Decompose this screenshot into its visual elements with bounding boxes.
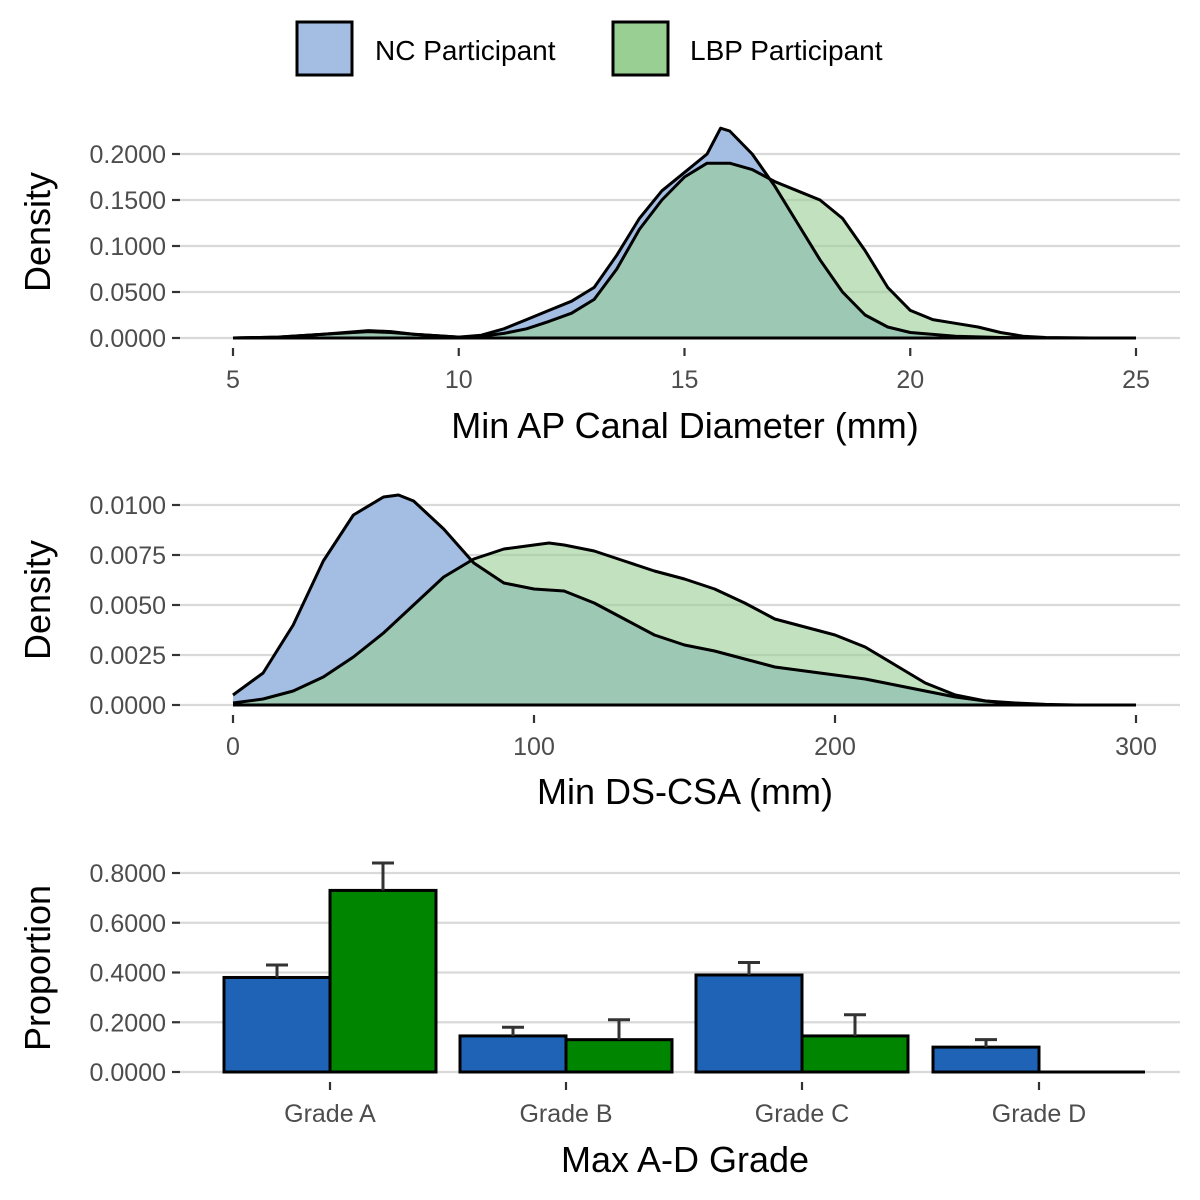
bar-nc-2 [694,973,804,1074]
p1-density-area-lbp [233,543,1136,705]
panel-ds-csa-density: 0.0000 0.0025 0.0050 0.0075 0.0100 0 100 200 30… [17,492,1180,812]
p0-y-axis-title: Density [17,172,58,292]
p0-x-tick-label: 5 [226,366,240,394]
p1-y-tick-label: 0.0075 [90,542,166,570]
p2-x-axis-title: Max A-D Grade [561,1139,809,1180]
p0-density-area-lbp [233,163,1136,338]
p1-density-line-nc [232,493,1136,707]
p0-x-axis-title: Min AP Canal Diameter (mm) [451,405,918,446]
p1-x-tick-label: 300 [1115,733,1157,761]
legend-swatch-lbp [611,20,670,77]
bar-nc-0 [222,975,332,1074]
p0-y-axis: 0.0000 0.0500 0.1000 0.1500 0.2000 [90,141,180,353]
p1-y-axis: 0.0000 0.0025 0.0050 0.0075 0.0100 [90,492,180,720]
p0-density-areas [232,126,1136,340]
p0-y-tick-label: 0.0500 [90,279,166,307]
p2-y-tick-label: 0.2000 [90,1009,166,1037]
p1-x-axis-title: Min DS-CSA (mm) [537,771,833,812]
p1-x-tick-label: 100 [513,733,555,761]
p1-x-axis: 0 100 200 300 [226,715,1157,761]
p2-y-tick-label: 0.4000 [90,960,166,988]
p1-y-tick-label: 0.0100 [90,492,166,520]
p2-y-tick-label: 0.8000 [90,860,166,888]
p0-x-tick-label: 15 [671,366,699,394]
bar-lbp-1 [564,1038,674,1074]
legend-swatch-nc [295,20,354,77]
p1-density-areas [232,493,1136,707]
legend-label-lbp: LBP Participant [690,35,883,66]
p0-y-tick-label: 0.2000 [90,141,166,169]
p1-x-tick-label: 200 [814,733,856,761]
p0-x-tick-label: 25 [1122,366,1150,394]
p2-y-tick-label: 0.0000 [90,1059,166,1087]
p2-x-tick-label: Grade B [519,1100,612,1128]
p0-y-tick-label: 0.1000 [90,233,166,261]
bar-lbp-2 [800,1034,910,1074]
p1-y-tick-label: 0.0050 [90,592,166,620]
p2-x-tick-label: Grade A [284,1100,376,1128]
p0-x-axis: 5 10 15 20 25 [226,348,1150,394]
p2-x-axis: Grade A Grade B Grade C Grade D [284,1082,1086,1128]
p1-y-tick-label: 0.0025 [90,642,166,670]
p0-y-tick-label: 0.1500 [90,187,166,215]
p2-y-tick-label: 0.6000 [90,910,166,938]
legend-label-nc: NC Participant [375,35,556,66]
p2-bars [222,861,1145,1074]
bar-nc-3 [931,1045,1041,1074]
p0-y-tick-label: 0.0000 [90,325,166,353]
p1-density-line-lbp [232,541,1136,707]
p1-x-tick-label: 0 [226,733,240,761]
p2-y-axis: 0.0000 0.2000 0.4000 0.6000 0.8000 [90,860,180,1087]
p2-x-tick-label: Grade D [992,1100,1086,1128]
p2-x-tick-label: Grade C [755,1100,849,1128]
p0-x-tick-label: 20 [896,366,924,394]
p0-density-line-lbp [232,161,1136,340]
p1-y-axis-title: Density [17,540,58,660]
bar-nc-1 [458,1034,568,1074]
panel-ap-canal-density: 0.0000 0.0500 0.1000 0.1500 0.2000 5 10 15 20 25… [17,126,1180,446]
p1-y-tick-label: 0.0000 [90,692,166,720]
p2-y-axis-title: Proportion [17,885,58,1051]
bar-lbp-0 [328,888,438,1074]
legend: NC Participant LBP Participant [295,20,883,77]
p0-x-tick-label: 10 [445,366,473,394]
